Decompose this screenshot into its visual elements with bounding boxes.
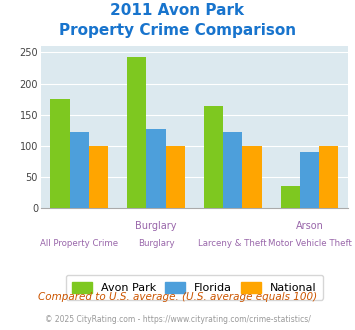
Text: Burglary: Burglary <box>138 239 174 248</box>
Legend: Avon Park, Florida, National: Avon Park, Florida, National <box>66 275 323 300</box>
Bar <box>165 146 185 208</box>
Bar <box>146 129 165 208</box>
Bar <box>89 146 108 208</box>
Bar <box>300 152 319 208</box>
Bar <box>319 146 338 208</box>
Text: Larceny & Theft: Larceny & Theft <box>198 239 267 248</box>
Bar <box>223 132 242 208</box>
Text: © 2025 CityRating.com - https://www.cityrating.com/crime-statistics/: © 2025 CityRating.com - https://www.city… <box>45 315 310 324</box>
Bar <box>50 99 70 208</box>
Bar <box>204 106 223 208</box>
Bar <box>70 132 89 208</box>
Text: Motor Vehicle Theft: Motor Vehicle Theft <box>268 239 351 248</box>
Bar <box>242 146 262 208</box>
Bar <box>281 186 300 208</box>
Text: All Property Crime: All Property Crime <box>40 239 118 248</box>
Text: Burglary: Burglary <box>135 221 177 231</box>
Text: Property Crime Comparison: Property Crime Comparison <box>59 23 296 38</box>
Text: Compared to U.S. average. (U.S. average equals 100): Compared to U.S. average. (U.S. average … <box>38 292 317 302</box>
Text: Arson: Arson <box>296 221 323 231</box>
Bar <box>127 57 146 208</box>
Text: 2011 Avon Park: 2011 Avon Park <box>110 3 245 18</box>
